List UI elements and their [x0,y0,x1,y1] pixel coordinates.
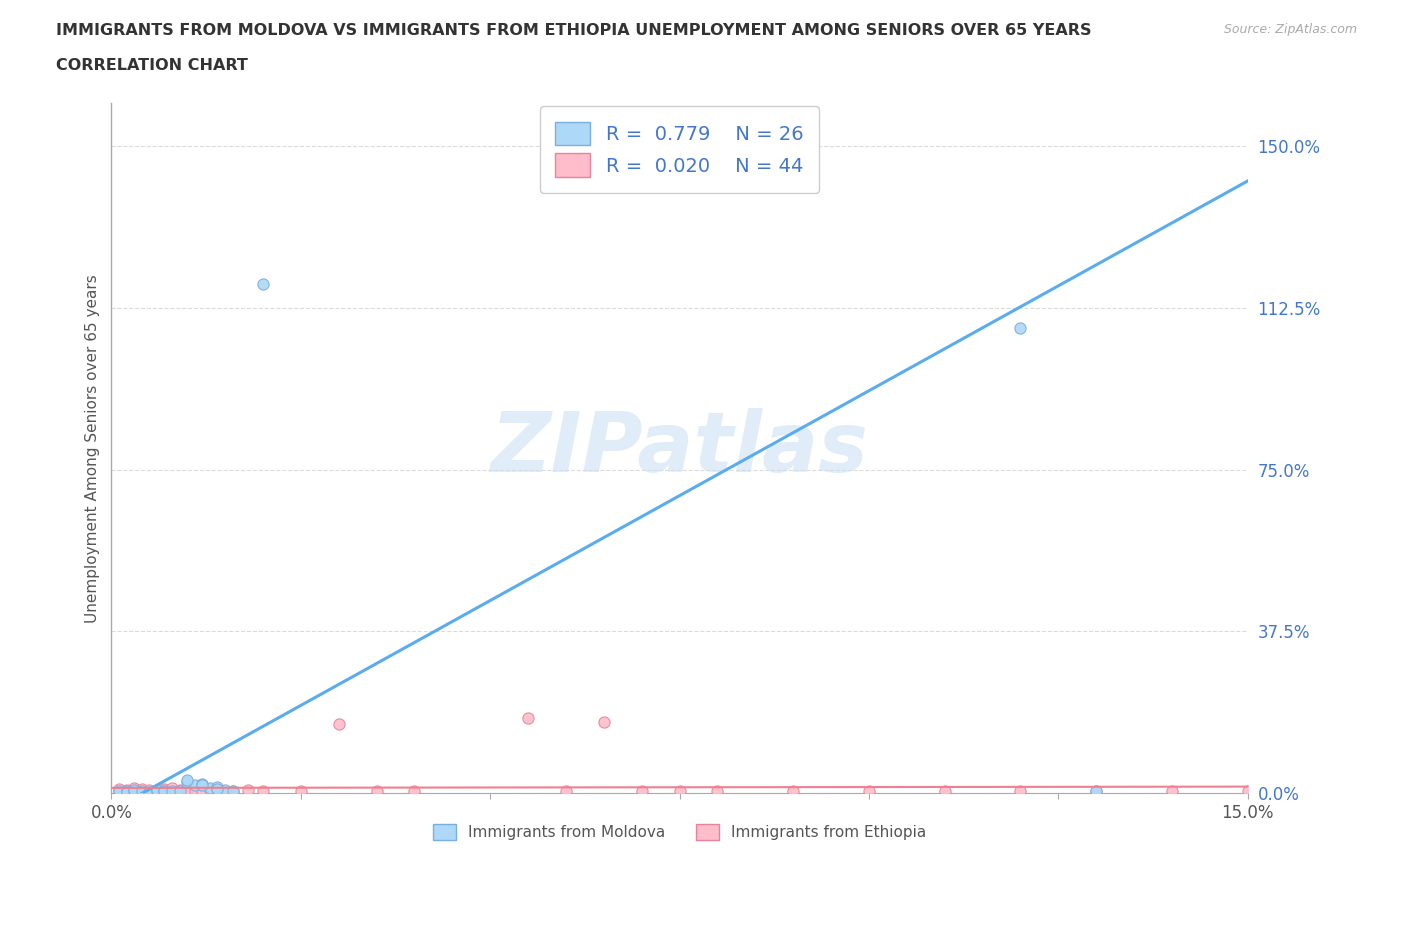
Immigrants from Moldova [160,783,183,798]
Immigrants from Ethiopia [122,783,145,798]
Immigrants from Moldova [153,783,176,798]
Immigrants from Ethiopia [160,783,183,798]
Immigrants from Moldova [1085,783,1108,798]
Immigrants from Ethiopia [706,784,728,799]
Immigrants from Moldova [146,782,169,797]
Immigrants from Ethiopia [146,783,169,798]
Immigrants from Moldova [169,784,191,799]
Text: IMMIGRANTS FROM MOLDOVA VS IMMIGRANTS FROM ETHIOPIA UNEMPLOYMENT AMONG SENIORS O: IMMIGRANTS FROM MOLDOVA VS IMMIGRANTS FR… [56,23,1091,38]
Immigrants from Moldova [1010,320,1032,335]
Immigrants from Moldova [146,783,169,798]
Immigrants from Moldova [176,775,198,790]
Immigrants from Ethiopia [207,784,229,799]
Immigrants from Ethiopia [328,717,350,732]
Immigrants from Ethiopia [131,782,153,797]
Immigrants from Ethiopia [252,784,274,799]
Immigrants from Ethiopia [1236,783,1258,798]
Immigrants from Moldova [198,780,221,795]
Legend: Immigrants from Moldova, Immigrants from Ethiopia: Immigrants from Moldova, Immigrants from… [425,817,934,847]
Immigrants from Moldova [176,773,198,788]
Immigrants from Ethiopia [668,783,690,798]
Immigrants from Ethiopia [404,783,426,798]
Immigrants from Ethiopia [555,783,578,798]
Immigrants from Moldova [138,784,160,799]
Immigrants from Ethiopia [160,780,183,795]
Immigrants from Ethiopia [517,711,540,725]
Immigrants from Ethiopia [1010,783,1032,798]
Immigrants from Ethiopia [153,781,176,796]
Immigrants from Ethiopia [1161,784,1184,799]
Immigrants from Moldova [115,783,138,798]
Immigrants from Moldova [115,784,138,799]
Immigrants from Ethiopia [176,782,198,797]
Immigrants from Moldova [214,782,236,797]
Immigrants from Ethiopia [138,783,160,798]
Immigrants from Ethiopia [169,782,191,797]
Immigrants from Ethiopia [108,783,131,798]
Immigrants from Moldova [153,784,176,799]
Immigrants from Ethiopia [153,783,176,798]
Immigrants from Ethiopia [592,714,614,729]
Immigrants from Moldova [191,777,214,791]
Immigrants from Ethiopia [366,783,388,798]
Immigrants from Ethiopia [198,782,221,797]
Text: CORRELATION CHART: CORRELATION CHART [56,58,247,73]
Immigrants from Ethiopia [630,783,652,798]
Immigrants from Moldova [122,782,145,797]
Text: ZIPatlas: ZIPatlas [491,407,869,489]
Immigrants from Ethiopia [138,784,160,799]
Immigrants from Ethiopia [176,784,198,799]
Immigrants from Ethiopia [214,783,236,798]
Immigrants from Ethiopia [108,781,131,796]
Text: Source: ZipAtlas.com: Source: ZipAtlas.com [1223,23,1357,36]
Immigrants from Ethiopia [115,782,138,797]
Immigrants from Ethiopia [169,783,191,798]
Immigrants from Ethiopia [122,780,145,795]
Immigrants from Moldova [207,781,229,796]
Immigrants from Ethiopia [1085,783,1108,798]
Immigrants from Ethiopia [191,783,214,798]
Y-axis label: Unemployment Among Seniors over 65 years: Unemployment Among Seniors over 65 years [86,273,100,622]
Immigrants from Moldova [207,779,229,794]
Immigrants from Moldova [252,277,274,292]
Immigrants from Ethiopia [934,784,956,799]
Immigrants from Moldova [122,783,145,798]
Immigrants from Ethiopia [131,783,153,798]
Immigrants from Ethiopia [184,783,207,798]
Immigrants from Moldova [191,777,214,792]
Immigrants from Moldova [184,777,207,792]
Immigrants from Moldova [131,784,153,799]
Immigrants from Ethiopia [236,782,259,797]
Immigrants from Moldova [108,784,131,799]
Immigrants from Ethiopia [858,783,880,798]
Immigrants from Ethiopia [290,783,312,798]
Immigrants from Ethiopia [221,783,243,798]
Immigrants from Ethiopia [115,784,138,799]
Immigrants from Moldova [221,783,243,798]
Immigrants from Ethiopia [782,783,804,798]
